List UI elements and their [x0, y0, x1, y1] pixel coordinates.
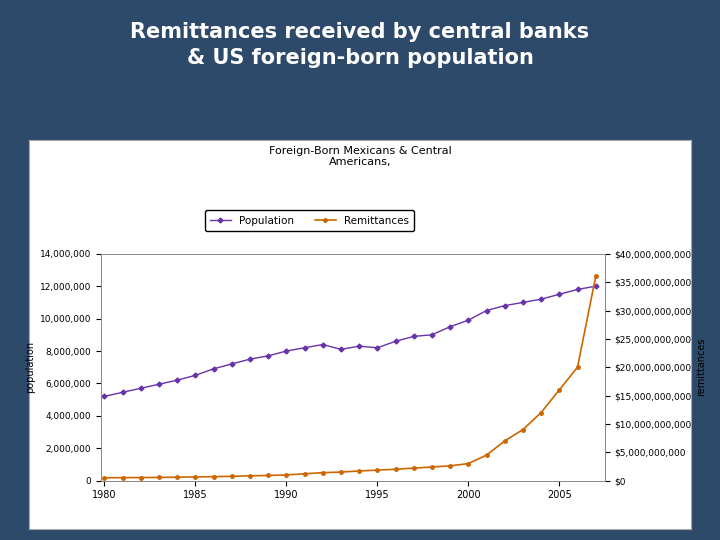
Remittances	[173, 474, 181, 481]
Population	[191, 372, 199, 379]
Population	[282, 348, 291, 354]
Population	[446, 323, 454, 330]
Population	[155, 381, 163, 388]
Population	[555, 291, 564, 298]
Remittances	[500, 437, 509, 444]
Remittances	[464, 460, 472, 467]
Population	[100, 393, 109, 400]
Remittances	[228, 473, 236, 480]
Legend: Population, Remittances: Population, Remittances	[204, 211, 415, 231]
Population	[337, 346, 346, 353]
Remittances	[100, 475, 109, 481]
Remittances	[137, 474, 145, 481]
Population	[373, 345, 382, 351]
Population	[464, 317, 472, 323]
Remittances	[591, 273, 600, 280]
Remittances	[555, 387, 564, 393]
Remittances	[573, 364, 582, 370]
Remittances	[264, 472, 272, 479]
Population	[300, 345, 309, 351]
Remittances	[373, 467, 382, 474]
Population	[410, 333, 418, 340]
Remittances	[537, 409, 546, 416]
Remittances	[318, 469, 327, 476]
Population	[573, 286, 582, 293]
Population	[118, 389, 127, 395]
Remittances	[191, 474, 199, 480]
Population	[500, 302, 509, 309]
Remittances	[446, 463, 454, 469]
Population	[137, 385, 145, 392]
Population	[173, 377, 181, 383]
Remittances	[337, 469, 346, 475]
Population	[228, 361, 236, 367]
Population	[318, 341, 327, 348]
Population	[591, 283, 600, 289]
Remittances	[410, 465, 418, 471]
Remittances	[428, 464, 436, 470]
Population	[355, 343, 364, 349]
Remittances	[246, 472, 254, 479]
Population	[428, 332, 436, 338]
Remittances	[482, 452, 491, 458]
Remittances	[355, 468, 364, 474]
Text: Foreign-Born Mexicans & Central
Americans,: Foreign-Born Mexicans & Central American…	[269, 146, 451, 167]
Y-axis label: remittances: remittances	[696, 338, 706, 396]
Remittances	[118, 475, 127, 481]
Population	[264, 353, 272, 359]
Population	[537, 296, 546, 302]
Remittances	[391, 466, 400, 472]
Remittances	[210, 474, 218, 480]
Line: Remittances: Remittances	[103, 275, 598, 480]
Text: Remittances received by central banks
& US foreign-born population: Remittances received by central banks & …	[130, 22, 590, 68]
Population	[210, 366, 218, 372]
Remittances	[155, 474, 163, 481]
Population	[246, 356, 254, 362]
Population	[391, 338, 400, 345]
Remittances	[518, 427, 527, 433]
Population	[482, 307, 491, 314]
Remittances	[300, 470, 309, 477]
Population	[518, 299, 527, 306]
Y-axis label: population: population	[25, 341, 35, 393]
Line: Population: Population	[103, 285, 598, 398]
Remittances	[282, 472, 291, 478]
